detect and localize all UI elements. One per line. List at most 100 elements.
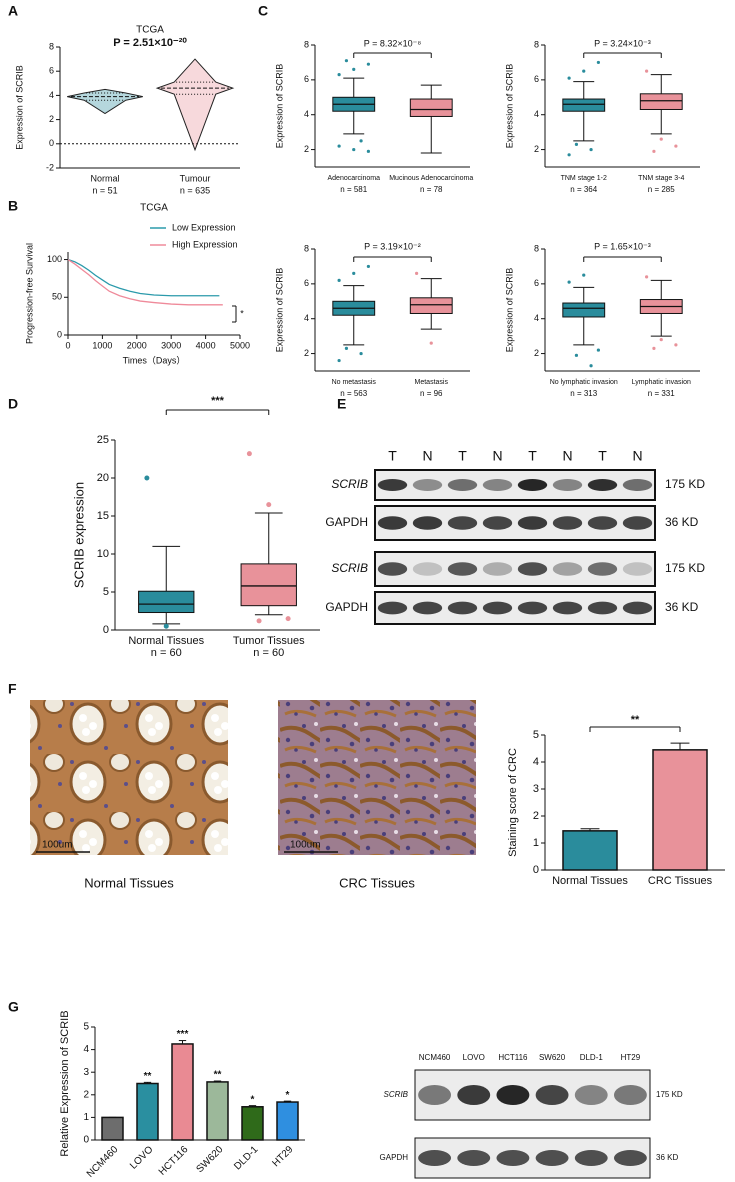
- n-label: n = 78: [420, 185, 443, 194]
- annotation: **: [631, 714, 640, 726]
- box: [639, 93, 683, 110]
- x-tick-label: Tumour: [180, 173, 211, 183]
- blot-band: [535, 1085, 569, 1105]
- x-tick-label: 5000: [230, 340, 250, 350]
- bar: [562, 830, 618, 871]
- blot-membrane: [414, 1069, 651, 1121]
- row-label: SCRIB: [384, 1090, 409, 1099]
- y-axis-label: Staining score of CRC: [507, 748, 519, 857]
- box: [240, 563, 297, 607]
- panel-letter: F: [8, 681, 17, 697]
- size-label: 175 KD: [656, 1090, 683, 1099]
- outlier: [344, 59, 349, 63]
- annotation: P = 8.32×10⁻⁸: [364, 38, 422, 48]
- outlier: [337, 73, 341, 77]
- lane-label: T: [388, 448, 397, 464]
- blot-band: [613, 1085, 647, 1105]
- x-tick-label: 3000: [161, 340, 181, 350]
- panel-letter: E: [337, 396, 346, 412]
- y-tick-label: 5: [533, 729, 539, 741]
- panel-letter: G: [8, 999, 19, 1015]
- significance-label: ***: [177, 1029, 189, 1040]
- n-label: n = 364: [570, 185, 597, 194]
- y-tick-label: 2: [49, 114, 54, 124]
- blot-band: [574, 1085, 608, 1105]
- blot-band: [552, 601, 583, 615]
- outlier: [266, 502, 272, 508]
- blot-band: [587, 562, 618, 576]
- bar: [101, 1116, 124, 1141]
- annotation: P = 3.24×10⁻³: [594, 38, 651, 48]
- panel-letter: B: [8, 198, 18, 214]
- row-label: SCRIB: [331, 477, 368, 491]
- histology-image: [278, 700, 476, 855]
- n-label: n = 51: [92, 185, 117, 195]
- x-tick-label: 2000: [127, 340, 147, 350]
- panel-letter: C: [258, 3, 268, 19]
- row-label: SCRIB: [331, 561, 368, 575]
- lane-label: T: [598, 448, 607, 464]
- y-tick-label: 20: [97, 472, 109, 484]
- outlier: [567, 153, 571, 157]
- outlier: [144, 475, 150, 481]
- scale-label: 100um: [42, 840, 73, 851]
- x-tick-label: TNM stage 1-2: [561, 175, 607, 182]
- blot-band: [418, 1085, 452, 1105]
- blot-band: [482, 479, 513, 491]
- x-tick-label: TNM stage 3-4: [638, 175, 684, 182]
- n-label: n = 285: [648, 185, 675, 194]
- violin: [155, 58, 235, 152]
- blot-band: [552, 562, 583, 576]
- blot-band: [622, 562, 653, 576]
- blot-band: [622, 479, 653, 491]
- annotation: *: [240, 308, 244, 318]
- x-tick-label: Normal Tissues: [552, 875, 628, 887]
- y-tick-label: 6: [304, 278, 309, 288]
- y-tick-label: 6: [534, 278, 539, 288]
- annotation: ***: [211, 395, 225, 407]
- bar: [276, 1101, 299, 1141]
- image-caption: CRC Tissues: [339, 875, 415, 890]
- survival-curve: [67, 258, 220, 297]
- blot-band: [412, 601, 443, 615]
- lane-label: DLD-1: [580, 1053, 604, 1062]
- blot-band: [447, 601, 478, 615]
- blot-band: [587, 479, 618, 491]
- outlier: [674, 343, 678, 347]
- y-tick-label: 0: [533, 864, 539, 876]
- outlier: [659, 338, 663, 342]
- outlier: [589, 147, 593, 152]
- x-tick-label: HCT116: [157, 1144, 191, 1178]
- x-tick-label: Normal Tissues: [128, 635, 204, 647]
- blot-band: [517, 479, 548, 491]
- n-label: n = 313: [570, 389, 597, 398]
- blot-band: [377, 562, 408, 576]
- outlier: [645, 69, 649, 73]
- y-tick-label: 0: [103, 624, 109, 636]
- x-tick-label: CRC Tissues: [648, 875, 713, 887]
- blot-band: [377, 479, 408, 491]
- survival-curve: [67, 259, 223, 306]
- n-label: n = 581: [340, 185, 367, 194]
- blot-band: [457, 1085, 491, 1105]
- outlier: [652, 346, 656, 350]
- x-tick-label: No metastasis: [332, 379, 377, 386]
- x-tick-label: 1000: [92, 340, 112, 350]
- size-label: 175 KD: [665, 561, 705, 575]
- bar: [136, 1082, 159, 1141]
- y-tick-label: 1: [533, 837, 539, 849]
- size-label: 36 KD: [656, 1153, 678, 1162]
- blot-band: [552, 479, 583, 491]
- significance-label: **: [144, 1071, 152, 1082]
- outlier: [337, 358, 341, 363]
- x-tick-label: Normal: [90, 173, 119, 183]
- y-tick-label: 2: [304, 348, 309, 358]
- box: [562, 302, 606, 318]
- blot-band: [412, 479, 443, 491]
- panel-letter: D: [8, 396, 18, 412]
- chart-title: TCGA: [136, 25, 164, 36]
- outlier: [352, 271, 356, 275]
- panel-letter: A: [8, 3, 18, 19]
- y-tick-label: 6: [49, 66, 54, 76]
- x-tick-label: No lymphatic invasion: [550, 379, 618, 386]
